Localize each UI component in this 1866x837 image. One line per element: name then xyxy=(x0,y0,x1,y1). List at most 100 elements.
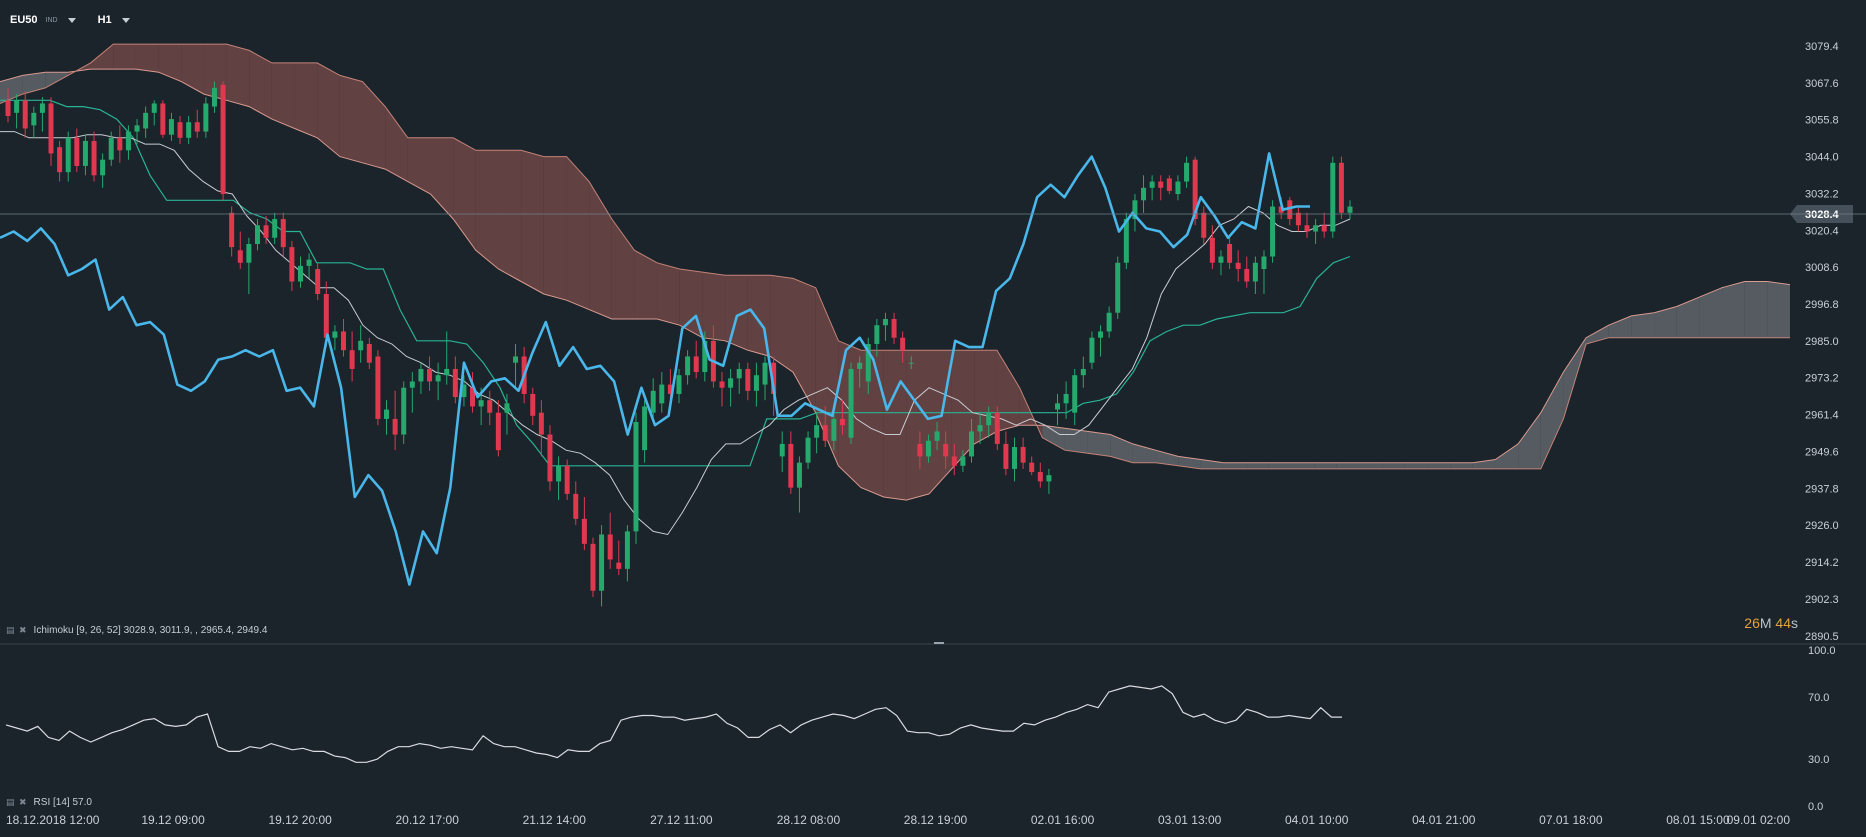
candle-body[interactable] xyxy=(392,418,398,435)
candle-body[interactable] xyxy=(504,403,510,413)
candle-body[interactable] xyxy=(1098,331,1104,338)
candle-body[interactable] xyxy=(917,443,923,457)
candle-body[interactable] xyxy=(986,412,992,426)
candle-body[interactable] xyxy=(977,425,983,432)
candle-body[interactable] xyxy=(1115,262,1121,313)
candle-body[interactable] xyxy=(779,443,785,457)
candle-body[interactable] xyxy=(1132,200,1138,220)
candle-body[interactable] xyxy=(874,325,880,344)
candle-body[interactable] xyxy=(848,368,854,438)
rsi-settings-icon[interactable]: ▤ ✖ xyxy=(6,797,28,807)
candle-body[interactable] xyxy=(1141,187,1147,201)
symbol-dropdown-icon[interactable] xyxy=(67,17,76,23)
candle-body[interactable] xyxy=(736,368,742,379)
candle-body[interactable] xyxy=(229,212,235,248)
candle-body[interactable] xyxy=(676,375,682,394)
candle-body[interactable] xyxy=(642,406,648,451)
candle-body[interactable] xyxy=(427,368,433,382)
candle-body[interactable] xyxy=(1003,443,1009,469)
candle-body[interactable] xyxy=(1330,162,1336,232)
candle-body[interactable] xyxy=(1072,375,1078,413)
candle-body[interactable] xyxy=(607,534,613,560)
candle-body[interactable] xyxy=(254,225,260,245)
pane-resize-handle[interactable] xyxy=(934,642,944,644)
candle-body[interactable] xyxy=(211,87,217,107)
candle-body[interactable] xyxy=(564,465,570,494)
candle-body[interactable] xyxy=(74,137,80,166)
candle-body[interactable] xyxy=(134,125,140,132)
candle-body[interactable] xyxy=(530,393,536,416)
candle-body[interactable] xyxy=(117,137,123,151)
candle-body[interactable] xyxy=(418,368,424,382)
candle-body[interactable] xyxy=(1304,225,1310,232)
candle-body[interactable] xyxy=(1244,269,1250,282)
candle-body[interactable] xyxy=(194,122,200,132)
candle-body[interactable] xyxy=(470,387,476,407)
candle-body[interactable] xyxy=(461,384,467,398)
candle-body[interactable] xyxy=(745,368,751,391)
candle-body[interactable] xyxy=(1123,219,1129,263)
candle-body[interactable] xyxy=(220,84,226,195)
candle-body[interactable] xyxy=(900,337,906,351)
candle-body[interactable] xyxy=(452,368,458,398)
candle-body[interactable] xyxy=(908,362,914,364)
candle-body[interactable] xyxy=(925,440,931,457)
candle-body[interactable] xyxy=(839,418,845,426)
candle-body[interactable] xyxy=(1080,368,1086,376)
candle-body[interactable] xyxy=(624,531,630,569)
candle-body[interactable] xyxy=(1166,178,1172,191)
candle-body[interactable] xyxy=(882,318,888,326)
candle-body[interactable] xyxy=(667,384,673,394)
candle-body[interactable] xyxy=(1089,337,1095,363)
candle-body[interactable] xyxy=(1295,212,1301,226)
candle-body[interactable] xyxy=(125,131,131,151)
candle-body[interactable] xyxy=(65,137,71,173)
candle-body[interactable] xyxy=(960,456,966,466)
candle-body[interactable] xyxy=(280,219,286,248)
candle-body[interactable] xyxy=(1158,181,1164,188)
candle-body[interactable] xyxy=(685,356,691,376)
candle-body[interactable] xyxy=(1020,447,1026,463)
candle-body[interactable] xyxy=(108,137,114,160)
candle-body[interactable] xyxy=(48,103,54,154)
candle-body[interactable] xyxy=(14,100,20,113)
candle-body[interactable] xyxy=(358,340,364,351)
candle-body[interactable] xyxy=(1261,256,1267,270)
candle-body[interactable] xyxy=(151,103,157,113)
candle-body[interactable] xyxy=(478,400,484,407)
candle-body[interactable] xyxy=(616,562,622,569)
candle-body[interactable] xyxy=(831,418,837,441)
candle-body[interactable] xyxy=(994,412,1000,444)
candle-body[interactable] xyxy=(39,103,45,113)
candle-body[interactable] xyxy=(1321,225,1327,232)
candle-body[interactable] xyxy=(1192,159,1198,220)
candle-body[interactable] xyxy=(796,462,802,488)
candle-body[interactable] xyxy=(332,331,338,338)
candle-body[interactable] xyxy=(1184,162,1190,182)
candle-body[interactable] xyxy=(1270,206,1276,257)
indicator-settings-icon[interactable]: ▤ ✖ xyxy=(6,625,28,635)
candle-body[interactable] xyxy=(409,381,415,388)
candle-body[interactable] xyxy=(177,122,183,138)
candle-body[interactable] xyxy=(650,390,656,413)
candle-body[interactable] xyxy=(143,112,149,129)
candle-body[interactable] xyxy=(203,103,209,132)
candle-body[interactable] xyxy=(315,269,321,294)
candle-body[interactable] xyxy=(581,518,587,544)
candle-body[interactable] xyxy=(487,400,493,413)
candle-body[interactable] xyxy=(513,356,519,363)
candle-body[interactable] xyxy=(1252,262,1258,282)
candle-body[interactable] xyxy=(1278,206,1284,213)
candle-body[interactable] xyxy=(1106,312,1112,332)
candle-body[interactable] xyxy=(547,434,553,482)
candle-body[interactable] xyxy=(375,356,381,419)
symbol-label[interactable]: EU50 xyxy=(10,14,38,26)
candle-body[interactable] xyxy=(384,409,390,419)
candle-body[interactable] xyxy=(435,375,441,382)
candle-body[interactable] xyxy=(599,534,605,591)
candle-body[interactable] xyxy=(57,147,63,173)
candle-body[interactable] xyxy=(100,159,106,176)
candle-body[interactable] xyxy=(297,265,303,282)
